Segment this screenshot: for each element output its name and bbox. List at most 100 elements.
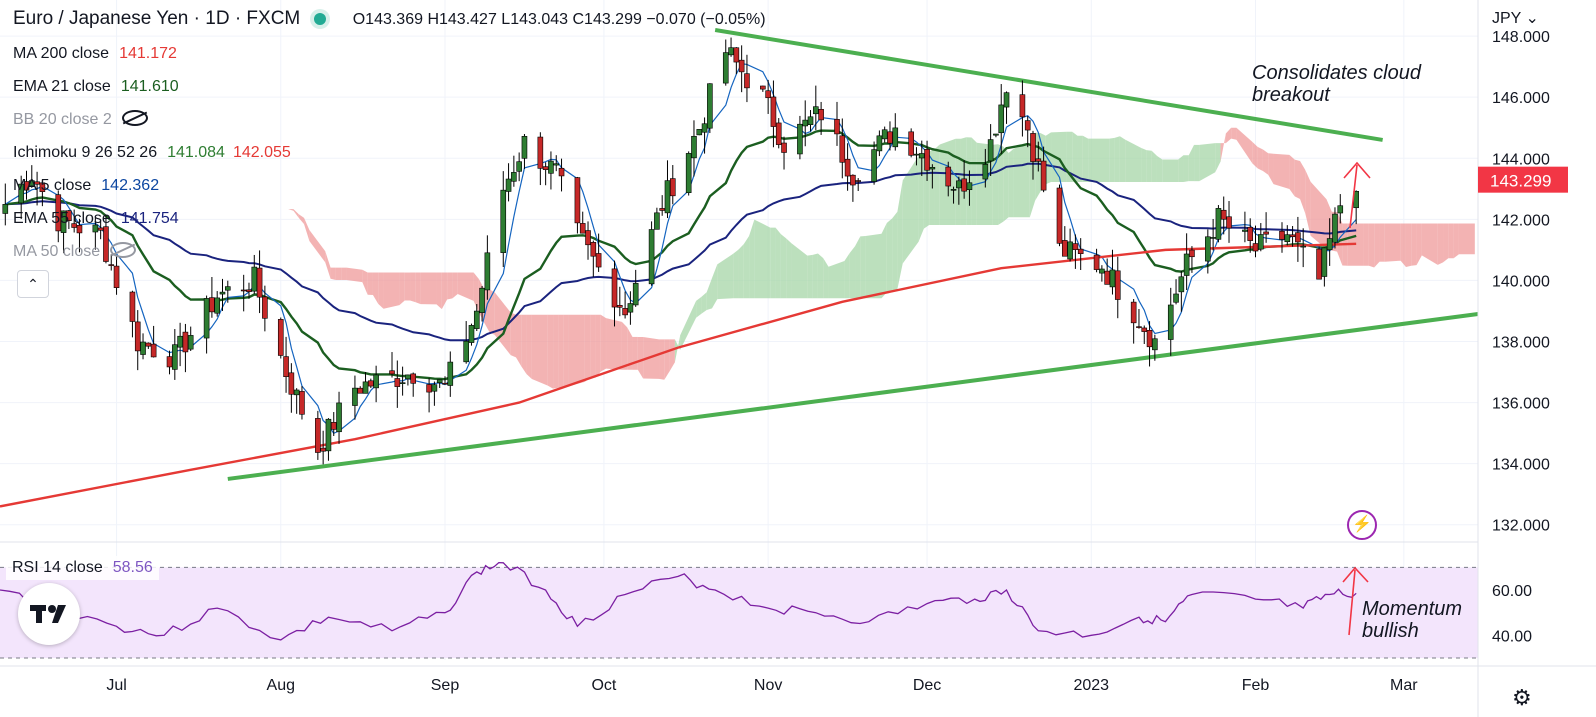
- candle-body: [781, 142, 787, 153]
- legend-row[interactable]: Ichimoku 9 26 52 26 141.084 142.055: [13, 136, 299, 169]
- candle-body: [802, 119, 809, 127]
- candle-body: [950, 189, 957, 191]
- hidden-eye-icon[interactable]: [110, 242, 137, 258]
- bearish-cloud-segment: [1289, 154, 1295, 197]
- bullish-cloud-segment: [1199, 143, 1216, 182]
- symbol-title[interactable]: Euro / Japanese Yen · 1D · FXCM: [13, 8, 301, 29]
- legend-row[interactable]: EMA 21 close 141.610: [13, 70, 299, 103]
- candle-body: [595, 253, 602, 268]
- bearish-cloud-segment: [346, 267, 363, 283]
- candle-body: [987, 139, 994, 162]
- bearish-cloud-segment: [436, 272, 442, 310]
- bearish-cloud-segment: [298, 214, 305, 225]
- candle-body: [913, 153, 920, 156]
- candle-body: [103, 226, 109, 262]
- hidden-eye-icon[interactable]: [121, 110, 148, 126]
- candle-body: [1077, 248, 1084, 254]
- candle-body: [892, 127, 899, 148]
- bearish-cloud-segment: [664, 339, 670, 380]
- candle-body: [722, 52, 729, 84]
- bearish-cloud-segment: [510, 312, 516, 358]
- time-tick-label: Oct: [591, 677, 616, 694]
- candle-body: [352, 387, 358, 406]
- candle-body: [839, 135, 846, 163]
- candle-body: [18, 183, 24, 204]
- bearish-cloud-segment: [410, 272, 416, 303]
- cloud-breakout-arrow: [1343, 161, 1371, 229]
- bearish-cloud-segment: [367, 272, 373, 296]
- candle-body: [797, 123, 803, 155]
- bearish-cloud-segment: [415, 272, 421, 305]
- bullish-cloud-segment: [754, 219, 771, 299]
- candle-body: [76, 225, 83, 234]
- bearish-cloud-segment: [1421, 223, 1438, 265]
- candle-body: [924, 149, 930, 171]
- candle-body: [1252, 243, 1259, 252]
- candle-body: [807, 116, 814, 125]
- bearish-cloud-segment: [1273, 153, 1290, 189]
- candle-body: [60, 210, 67, 233]
- indicator-legend: MA 200 close 141.172 EMA 21 close 141.610 BB…: [13, 37, 299, 268]
- tradingview-logo[interactable]: [18, 583, 80, 645]
- bearish-cloud-segment: [659, 339, 665, 380]
- candle-body: [140, 341, 146, 355]
- legend-row[interactable]: MA 5 close 142.362: [13, 169, 299, 202]
- collapse-legend-button[interactable]: ⌃: [17, 270, 49, 298]
- candle-body: [622, 308, 628, 316]
- candle-body: [182, 331, 189, 353]
- legend-row[interactable]: EMA 55 close 141.754: [13, 202, 299, 235]
- chevron-down-icon: ⌄: [1525, 10, 1539, 27]
- bearish-cloud-segment: [1384, 223, 1401, 262]
- candle-body: [251, 266, 258, 292]
- rsi-band: [0, 567, 1478, 658]
- bearish-cloud-segment: [383, 272, 400, 309]
- bullish-cloud-segment: [902, 155, 919, 264]
- candle-body: [871, 149, 877, 182]
- bearish-cloud-segment: [378, 272, 384, 309]
- candle-body: [818, 109, 824, 121]
- bullish-cloud-segment: [892, 211, 898, 293]
- currency-selector[interactable]: JPY ⌄: [1492, 8, 1539, 28]
- bearish-cloud-segment: [1225, 127, 1232, 144]
- price-tick-label: 134.000: [1492, 457, 1550, 474]
- candle-body: [2, 204, 9, 214]
- candle-body: [1189, 249, 1195, 258]
- resistance-trendline: [714, 28, 1383, 142]
- gear-icon[interactable]: ⚙: [1512, 685, 1532, 710]
- tradingview-logo-icon: [30, 605, 66, 623]
- candle-body: [177, 335, 183, 348]
- annotation-arrows: [1342, 161, 1371, 636]
- candle-body: [1130, 301, 1137, 324]
- candle-body: [585, 230, 591, 246]
- candle-body: [945, 166, 952, 187]
- time-tick-label: Mar: [1390, 677, 1418, 694]
- price-tick-label: 142.000: [1492, 212, 1550, 229]
- legend-row[interactable]: MA 50 close: [13, 235, 299, 268]
- candle-body: [1141, 327, 1148, 332]
- bearish-cloud-segment: [1458, 223, 1475, 255]
- cloud-breakout-annotation: Consolidates cloud breakout: [1252, 62, 1421, 106]
- candle-body: [918, 153, 925, 159]
- legend-value: 142.362: [101, 177, 160, 194]
- bearish-cloud-segment: [288, 209, 294, 211]
- bearish-cloud-segment: [1268, 153, 1274, 185]
- legend-row[interactable]: MA 200 close 141.172: [13, 37, 299, 70]
- bearish-cloud-segment: [441, 272, 448, 310]
- candle-body: [315, 418, 321, 453]
- bearish-cloud-segment: [399, 272, 405, 306]
- bearish-cloud-segment: [372, 272, 379, 304]
- candle-body: [463, 340, 469, 363]
- momentum-annotation: Momentum bullish: [1362, 598, 1462, 642]
- bullish-cloud-segment: [881, 222, 887, 299]
- candle-body: [283, 356, 289, 377]
- bearish-cloud-segment: [447, 272, 453, 300]
- legend-row[interactable]: BB 20 close 2: [13, 103, 299, 136]
- bullish-cloud-segment: [1088, 138, 1104, 182]
- candle-body: [1093, 254, 1100, 270]
- lightning-icon[interactable]: ⚡: [1347, 510, 1377, 540]
- price-tick-label: 140.000: [1492, 273, 1550, 290]
- candle-body: [1035, 158, 1042, 162]
- candle-body: [500, 189, 507, 253]
- candle-body: [442, 382, 448, 385]
